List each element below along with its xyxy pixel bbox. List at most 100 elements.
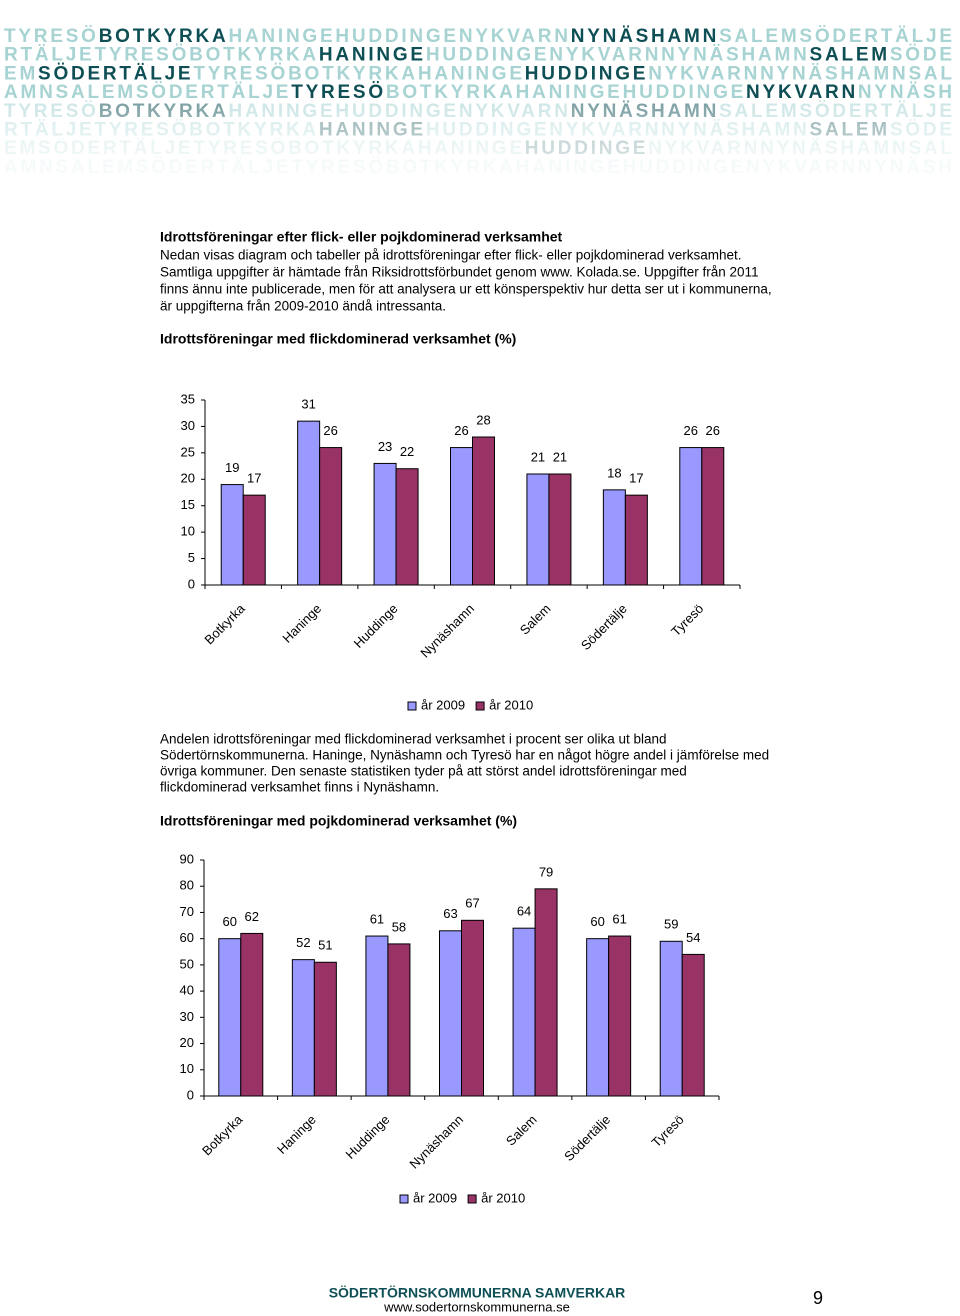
- banner-highlight: NYNÄSHAMN: [571, 26, 717, 47]
- bar: [242, 494, 266, 586]
- legend-swatch: [475, 701, 485, 711]
- banner-word: HANINGEHUDDINGENYKVARN: [228, 26, 568, 47]
- bar: [526, 473, 550, 586]
- body-line: flickdominerad verksamhet finns i Nynäsh…: [160, 780, 439, 795]
- x-tick-label: Södertälje: [561, 1112, 613, 1164]
- value-label: 21: [553, 449, 567, 464]
- body-line: Södertörnskommunerna. Haninge, Nynäshamn…: [160, 748, 769, 763]
- bar: [679, 447, 703, 586]
- value-label: 31: [301, 397, 315, 412]
- y-tick-label: 80: [180, 878, 194, 893]
- bar: [586, 938, 610, 1097]
- y-tick-label: 10: [180, 1061, 194, 1076]
- value-label: 26: [454, 423, 468, 438]
- bar: [659, 940, 683, 1097]
- bar: [472, 436, 495, 586]
- y-tick-label: 35: [181, 391, 195, 406]
- x-tick-label: Tyresö: [668, 601, 706, 639]
- value-label: 60: [590, 914, 604, 929]
- legend-label: år 2009: [421, 697, 465, 712]
- x-tick-label: Salem: [517, 601, 554, 638]
- chart: Idrottsföreningar med pojkdominerad verk…: [160, 813, 720, 1205]
- bar: [534, 888, 558, 1097]
- legend-swatch: [407, 701, 417, 711]
- intro-line: Nedan visas diagram och tabeller på idro…: [160, 248, 742, 263]
- x-tick-label: Botkyrka: [201, 600, 248, 647]
- x-tick-label: Nynäshamn: [406, 1112, 466, 1172]
- legend-label: år 2009: [413, 1190, 457, 1205]
- footer-title: SÖDERTÖRNSKOMMUNERNA SAMVERKAR: [329, 1285, 626, 1301]
- value-label: 28: [476, 412, 490, 427]
- banner-highlight: SÖDERTÄLJE: [38, 63, 191, 84]
- banner-word: EM: [4, 63, 35, 84]
- footer-url: www.sodertornskommunerna.se: [383, 1299, 570, 1314]
- bar: [624, 494, 648, 586]
- value-label: 67: [465, 896, 479, 911]
- y-tick-label: 0: [187, 1087, 194, 1102]
- body-line: övriga kommuner. Den senaste statistiken…: [160, 764, 687, 779]
- value-label: 52: [296, 935, 310, 950]
- page-number: 9: [813, 1288, 823, 1308]
- y-tick-label: 5: [188, 550, 195, 565]
- banner-highlight: TYRESÖ: [291, 82, 383, 103]
- bar: [313, 961, 337, 1097]
- y-tick-label: 70: [180, 904, 194, 919]
- y-tick-label: 20: [181, 471, 195, 486]
- bar: [297, 420, 321, 586]
- value-label: 61: [370, 911, 384, 926]
- banner-fade: [0, 100, 960, 185]
- body-text: Andelen idrottsföreningar med flickdomin…: [160, 732, 769, 795]
- x-tick-label: Södertälje: [578, 601, 630, 653]
- y-tick-label: 15: [181, 497, 195, 512]
- value-label: 61: [612, 911, 626, 926]
- bar: [218, 938, 242, 1097]
- bar: [608, 935, 632, 1097]
- bar: [387, 943, 411, 1097]
- value-label: 59: [664, 917, 678, 932]
- bar: [548, 473, 572, 586]
- value-label: 79: [539, 864, 553, 879]
- banner-word: RTÄLJETYRESÖBOTKYRKA: [4, 45, 316, 66]
- bar: [602, 489, 626, 586]
- x-tick-label: Haninge: [279, 601, 324, 646]
- banner-word: HUDDINGENYKVARNNYNÄSHAMN: [426, 45, 807, 66]
- bar: [395, 468, 419, 586]
- bar: [291, 959, 315, 1097]
- x-tick-label: Tyresö: [649, 1112, 687, 1150]
- body-line: Andelen idrottsföreningar med flickdomin…: [160, 732, 667, 747]
- intro-line: finns ännu inte publicerade, men för att…: [160, 282, 772, 297]
- value-label: 26: [706, 423, 720, 438]
- y-tick-label: 0: [188, 576, 195, 591]
- chart: Idrottsföreningar med flickdominerad ver…: [160, 331, 741, 712]
- bar: [439, 930, 462, 1097]
- x-tick-label: Haninge: [274, 1112, 319, 1157]
- y-tick-label: 40: [180, 983, 194, 998]
- value-label: 62: [245, 909, 259, 924]
- intro-title: Idrottsföreningar efter flick- eller poj…: [160, 229, 563, 245]
- bar: [220, 484, 244, 586]
- y-tick-label: 25: [181, 444, 195, 459]
- intro-text: Nedan visas diagram och tabeller på idro…: [160, 248, 772, 314]
- legend-swatch: [467, 1194, 477, 1204]
- y-tick-label: 90: [180, 851, 194, 866]
- legend-label: år 2010: [489, 697, 533, 712]
- chart-title: Idrottsföreningar med pojkdominerad verk…: [160, 813, 517, 829]
- x-tick-label: Huddinge: [351, 601, 401, 651]
- x-tick-label: Botkyrka: [199, 1111, 246, 1158]
- bar: [701, 447, 725, 586]
- value-label: 22: [400, 444, 414, 459]
- banner-highlight: NYKVARN: [746, 82, 855, 103]
- value-label: 60: [223, 914, 237, 929]
- y-tick-label: 30: [180, 1009, 194, 1024]
- bar: [512, 927, 536, 1097]
- value-label: 21: [531, 449, 545, 464]
- y-tick-label: 10: [181, 524, 195, 539]
- bar: [365, 935, 389, 1097]
- banner-highlight: SALEM: [810, 45, 888, 66]
- value-label: 54: [686, 930, 700, 945]
- bar: [240, 932, 264, 1097]
- bar: [681, 953, 705, 1097]
